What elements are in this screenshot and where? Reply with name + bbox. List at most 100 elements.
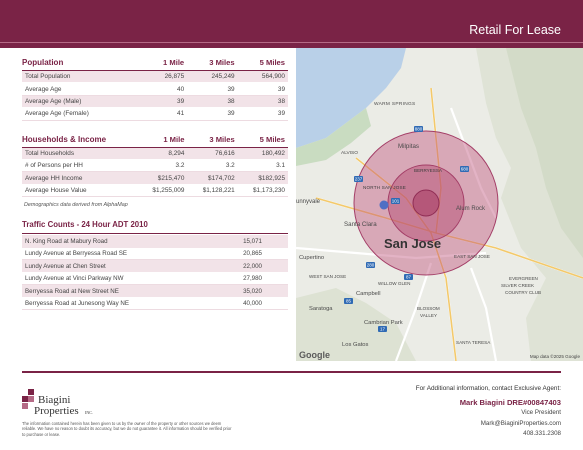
households-title: Households & Income (22, 134, 107, 144)
company-logo: Biagini Properties INC. (22, 387, 132, 417)
cell-value: $1,128,221 (187, 184, 238, 198)
shield-237-label: 237 (355, 177, 363, 182)
cell-value: 39 (187, 107, 238, 121)
agent-title: Vice President (521, 409, 561, 416)
cell-value: 20,865 (207, 247, 288, 261)
row-label: Average Age (Male) (22, 95, 143, 109)
population-table: Population 1 Mile 3 Miles 5 Miles Total … (22, 56, 288, 121)
logo-text-line2: Properties (34, 405, 79, 417)
table-row: Average Age (Female) 41 39 39 (22, 107, 288, 121)
cell-value: 245,249 (187, 70, 238, 84)
radius-1-mile (412, 189, 440, 217)
row-label: Berryessa Road at New Street NE (22, 284, 208, 298)
row-label: Lundy Avenue at Berryessa Road SE (22, 247, 208, 261)
logo-square (28, 389, 34, 395)
table-row: Average Age (Male) 39 38 38 (22, 95, 288, 109)
logo-square (28, 396, 34, 402)
label-alviso: ALVISO (341, 150, 358, 156)
cell-value: 564,900 (237, 70, 288, 84)
logo-suffix: INC. (85, 410, 93, 415)
google-logo: Google (299, 350, 330, 360)
label-west-san-jose: WEST SAN JOSE (309, 274, 346, 279)
logo-square (22, 403, 28, 409)
cell-value: 40 (142, 82, 188, 96)
table-row: Average House Value $1,255,009 $1,128,22… (22, 184, 288, 198)
cell-value: 15,071 (207, 235, 288, 248)
cell-value: 3.2 (137, 159, 188, 173)
agent-contact: For Additional information, contact Excl… (416, 384, 561, 440)
table-row: Berryessa Road at New Street NE 35,020 (22, 284, 288, 298)
traffic-table: N. King Road at Mabury Road 15,071 Lundy… (22, 235, 288, 310)
cell-value: 8,294 (137, 147, 188, 160)
shield-85-label: 85 (346, 299, 352, 304)
shield-17 (378, 326, 387, 332)
cell-value: 39 (237, 107, 288, 121)
stats-panel: Population 1 Mile 3 Miles 5 Miles Total … (22, 56, 288, 310)
airport-icon (379, 200, 389, 210)
shield-880 (414, 126, 423, 132)
label-silver-creek: SILVER CREEK (501, 283, 535, 288)
table-row: # of Persons per HH 3.2 3.2 3.1 (22, 159, 288, 173)
agent-name: Mark Biagini DRE#00847403 (459, 397, 561, 407)
label-east-san-jose: EAST SAN JOSE (454, 254, 490, 259)
agent-email[interactable]: Mark@BiaginiProperties.com (480, 419, 561, 427)
label-alum-rock: Alum Rock (456, 206, 486, 212)
cell-value: 39 (237, 82, 288, 96)
map-hills-east-high (506, 48, 583, 258)
row-label: Total Households (22, 147, 138, 160)
col-3-miles: 3 Miles (209, 134, 235, 144)
label-evergreen: EVERGREEN (509, 276, 538, 281)
label-cupertino: Cupertino (299, 255, 324, 261)
label-blossom: BLOSSOM (417, 306, 440, 311)
label-willow-glen: WILLOW GLEN (378, 281, 410, 286)
map-place-labels: WARM SPRINGS Milpitas ALVISO NORTH SAN J… (296, 101, 541, 348)
col-5-miles: 5 Miles (259, 134, 285, 144)
label-north-san-jose: NORTH SAN JOSE (363, 185, 406, 190)
logo-square (22, 396, 28, 402)
table-row: Total Households 8,294 76,616 180,492 (22, 147, 288, 160)
contact-intro: For Additional information, contact Excl… (415, 385, 561, 392)
cell-value: $1,173,230 (237, 184, 288, 198)
table-row: Average HH Income $215,470 $174,702 $182… (22, 171, 288, 185)
row-label: Average HH Income (22, 171, 138, 185)
shield-880-label: 880 (415, 127, 423, 132)
label-warm-springs: WARM SPRINGS (374, 101, 416, 107)
shield-17-label: 17 (380, 327, 386, 332)
agent-phone[interactable]: 408.331.2308 (523, 430, 561, 437)
cell-value: $1,255,009 (137, 184, 188, 198)
shield-280-label: 280 (367, 263, 375, 268)
row-label: Lundy Avenue at Chen Street (22, 259, 208, 273)
location-map[interactable]: 880 680 101 87 280 17 85 237 WARM SPRING… (296, 48, 583, 361)
map-bay (296, 48, 406, 148)
col-1-mile: 1 Mile (163, 58, 185, 67)
table-row: Lundy Avenue at Vinci Parkway NW 27,980 (22, 272, 288, 286)
cell-value: 26,875 (142, 70, 188, 84)
map-attribution[interactable]: Map data ©2025 Google (530, 353, 581, 359)
shield-237 (354, 176, 363, 182)
cell-value: 22,000 (207, 259, 288, 273)
table-row: Lundy Avenue at Chen Street 22,000 (22, 259, 288, 273)
cell-value: 3.1 (237, 159, 288, 173)
header-rule (0, 42, 583, 43)
shield-280 (366, 262, 375, 268)
shield-87-label: 87 (406, 275, 412, 280)
col-3-miles: 3 Miles (209, 58, 235, 67)
table-row: Total Population 26,875 245,249 564,900 (22, 70, 288, 84)
header-bar: Retail For Lease (0, 0, 583, 48)
map-canvas: 880 680 101 87 280 17 85 237 WARM SPRING… (296, 48, 583, 361)
cell-value: 180,492 (237, 147, 288, 160)
row-label: N. King Road at Mabury Road (22, 235, 208, 248)
table-row: Lundy Avenue at Berryessa Road SE 20,865 (22, 247, 288, 261)
shield-101 (391, 198, 400, 204)
shield-87 (404, 274, 413, 280)
row-label: Average Age (22, 82, 143, 96)
col-1-mile: 1 Mile (163, 134, 185, 144)
cell-value: 40,000 (207, 297, 288, 310)
label-milpitas: Milpitas (398, 143, 419, 150)
row-label: Total Population (22, 70, 143, 84)
map-hills-west (296, 288, 416, 361)
shield-101-label: 101 (392, 199, 400, 204)
label-valley: VALLEY (420, 313, 437, 318)
footer-divider (22, 371, 561, 373)
disclaimer-text: The information contained herein has bee… (22, 421, 232, 437)
